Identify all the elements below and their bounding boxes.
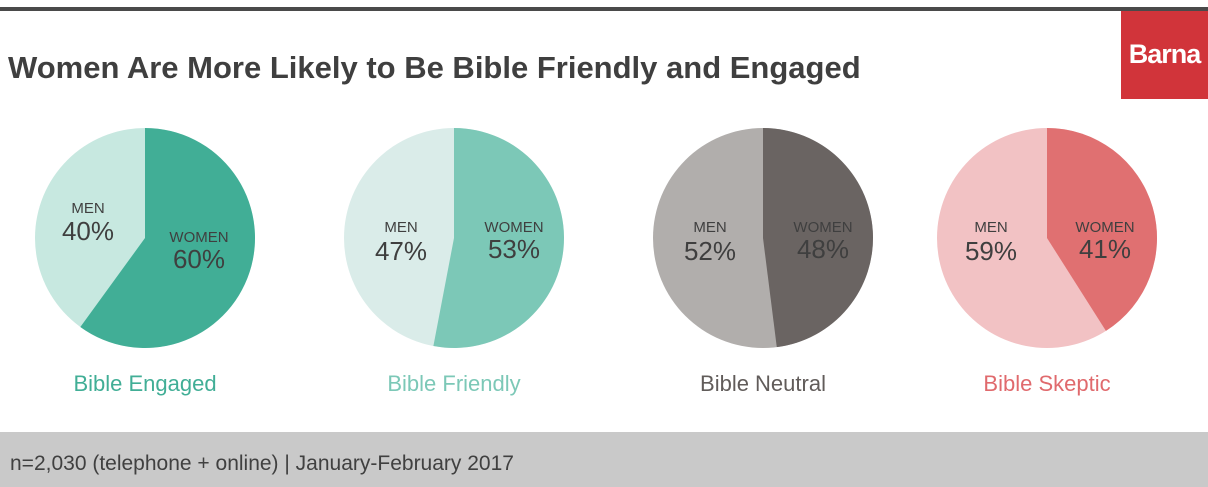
pie-label-women: WOMEN [484, 219, 543, 236]
pie-value-women: 41% [1079, 234, 1131, 264]
pie-label-women: WOMEN [169, 229, 228, 246]
footer-bar: n=2,030 (telephone + online) | January-F… [0, 432, 1208, 487]
pie-label-men: MEN [384, 219, 417, 236]
chart-title: Women Are More Likely to Be Bible Friend… [8, 50, 861, 85]
pie-value-men: 52% [684, 236, 736, 266]
pie-value-women: 60% [173, 244, 225, 274]
pie-value-women: 53% [488, 234, 540, 264]
category-label: Bible Neutral [700, 371, 826, 396]
category-label: Bible Engaged [73, 371, 216, 396]
pie-value-women: 48% [797, 234, 849, 264]
category-label: Bible Skeptic [983, 371, 1110, 396]
pie-label-women: WOMEN [1075, 219, 1134, 236]
pie-value-men: 59% [965, 236, 1017, 266]
logo-text: Barna [1128, 39, 1202, 69]
barna-logo: Barna [1121, 11, 1208, 99]
pie-slice-women [763, 128, 873, 348]
pie-value-men: 40% [62, 216, 114, 246]
pie-slice-women [1047, 128, 1157, 331]
top-rule [0, 7, 1208, 11]
pie-label-men: MEN [71, 200, 104, 217]
category-label: Bible Friendly [387, 371, 520, 396]
pie-label-men: MEN [693, 219, 726, 236]
sample-note: n=2,030 (telephone + online) | January-F… [10, 452, 514, 475]
pie-label-men: MEN [974, 219, 1007, 236]
pie-slice-women [433, 128, 564, 349]
pie-value-men: 47% [375, 236, 427, 266]
pie-label-women: WOMEN [793, 219, 852, 236]
pie-slice-women [80, 128, 255, 348]
